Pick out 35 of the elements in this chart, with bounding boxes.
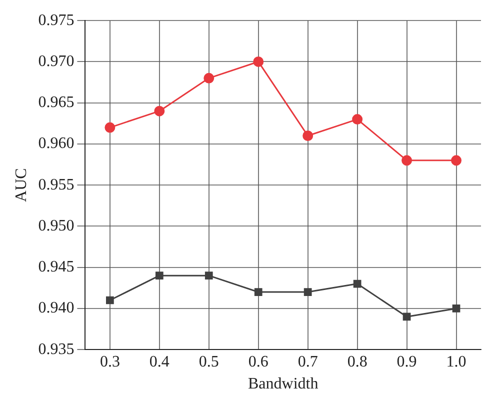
- point: [154, 106, 165, 116]
- y-tick-label: 0.945: [38, 258, 74, 276]
- point: [451, 155, 462, 166]
- x-tick-label: 0.9: [396, 353, 417, 370]
- point: [352, 114, 363, 125]
- x-tick-label: 0.7: [298, 353, 318, 370]
- point: [155, 272, 164, 280]
- point: [452, 304, 460, 312]
- x-tick-label: 0.5: [198, 353, 219, 370]
- y-axis-title: AUC: [12, 168, 30, 202]
- point: [106, 296, 114, 304]
- point: [104, 122, 116, 133]
- y-tick-label: 0.975: [38, 12, 74, 29]
- point: [353, 280, 362, 288]
- x-tick-label: 0.3: [100, 353, 120, 370]
- x-tick-label: 0.8: [347, 353, 368, 370]
- point: [302, 130, 314, 141]
- point: [402, 155, 412, 166]
- y-tick-label: 0.965: [38, 94, 74, 112]
- point: [204, 72, 214, 84]
- y-tick-label: 0.955: [38, 176, 74, 194]
- y-tick-label: 0.970: [38, 52, 74, 70]
- x-tick-label: 0.4: [149, 353, 170, 370]
- point: [204, 272, 213, 280]
- point: [254, 288, 262, 296]
- x-tick-label: 1.0: [446, 353, 466, 370]
- y-tick-label: 0.935: [38, 340, 74, 358]
- y-tick-label: 0.950: [38, 217, 74, 234]
- point: [402, 312, 411, 321]
- y-tick-label: 0.940: [38, 300, 74, 317]
- x-axis-title: Bandwidth: [248, 376, 318, 393]
- point: [304, 288, 312, 296]
- y-tick-label: 0.960: [38, 135, 74, 152]
- point: [253, 56, 264, 67]
- x-tick-label: 0.6: [248, 353, 268, 370]
